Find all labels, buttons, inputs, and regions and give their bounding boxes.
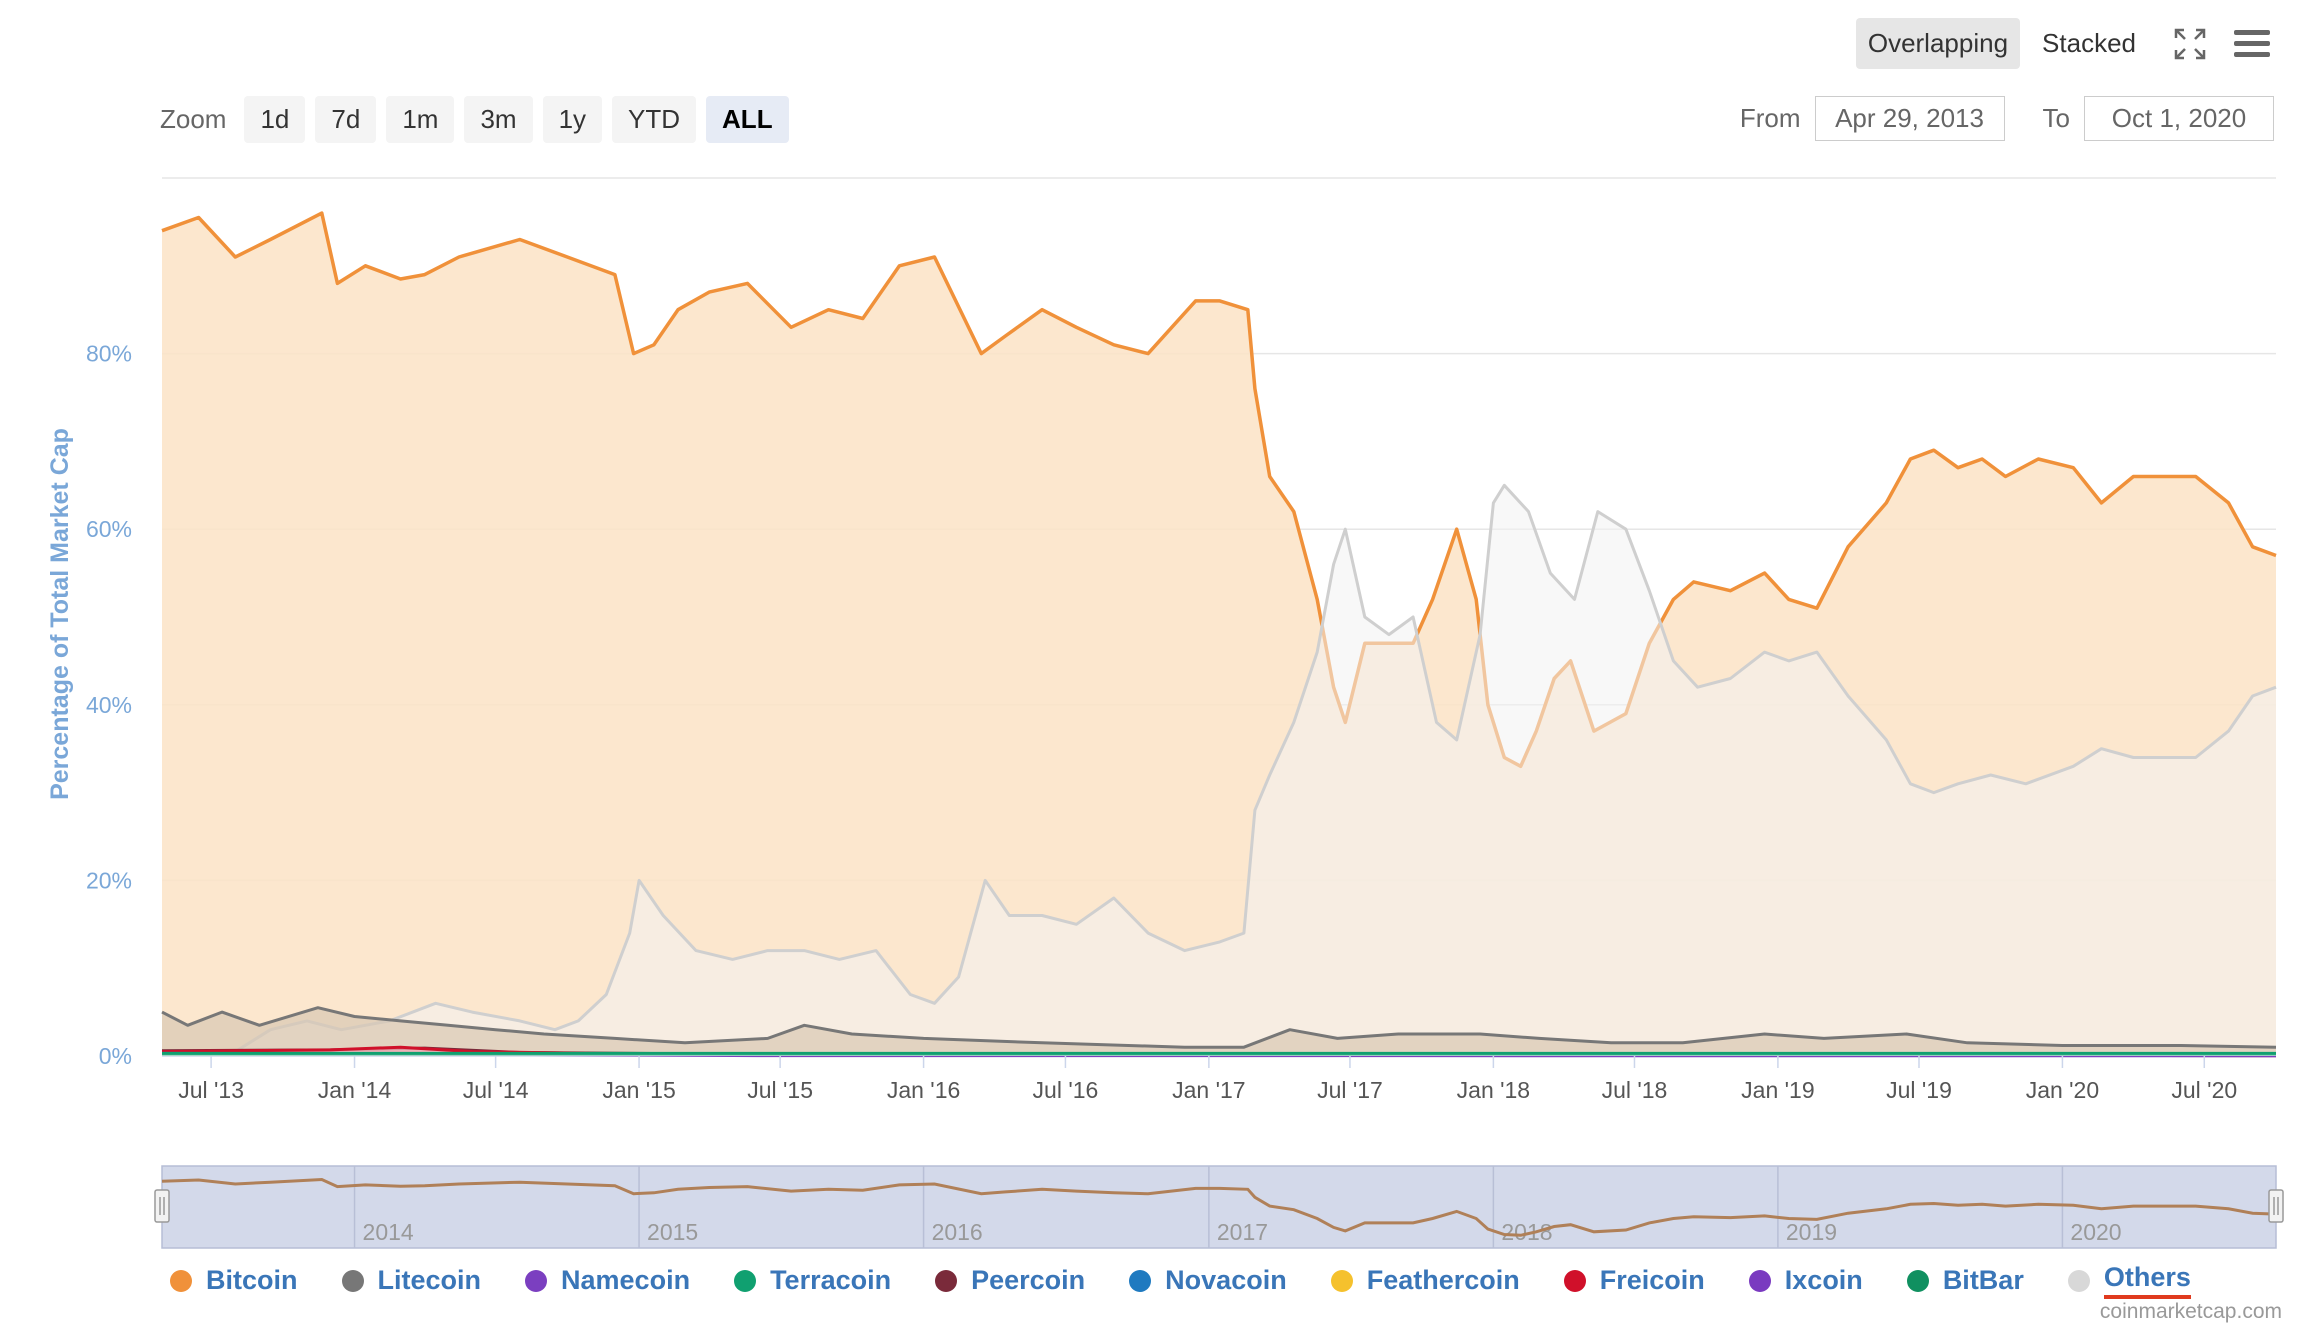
legend-label: Litecoin <box>377 1265 482 1295</box>
legend-dot-icon <box>1748 1269 1771 1292</box>
legend-item-terracoin[interactable]: Terracoin <box>734 1265 891 1296</box>
zoom-label: Zoom <box>160 104 227 134</box>
zoom-ytd-button[interactable]: YTD <box>612 96 697 143</box>
legend-item-litecoin[interactable]: Litecoin <box>341 1265 482 1296</box>
navigator-handle-right[interactable] <box>2268 1189 2284 1223</box>
x-tick-label: Jan '17 <box>1172 1077 1245 1103</box>
zoom-selector: Zoom 1d 7d 1m 3m 1y YTD ALL <box>160 96 789 143</box>
navigator-handle-left[interactable] <box>154 1189 170 1223</box>
navigator-series-line <box>161 1177 2277 1237</box>
legend-item-freicoin[interactable]: Freicoin <box>1563 1265 1705 1296</box>
x-tick-label: Jan '20 <box>2026 1077 2099 1103</box>
hamburger-menu-icon[interactable] <box>2232 24 2272 64</box>
from-label: From <box>1739 103 1801 133</box>
date-range-selector: From To <box>1740 96 2274 141</box>
y-tick-label: 0% <box>99 1043 132 1069</box>
zoom-1m-button[interactable]: 1m <box>386 96 455 143</box>
legend-label: Peercoin <box>971 1265 1086 1295</box>
x-tick-label: Jan '16 <box>887 1077 960 1103</box>
navigator-window[interactable] <box>161 1165 2277 1249</box>
overlapping-button[interactable]: Overlapping <box>1855 18 2021 69</box>
legend-dot-icon <box>1906 1269 1929 1292</box>
navigator-year-label: 2017 <box>1217 1219 1268 1245</box>
legend-item-bitcoin[interactable]: Bitcoin <box>170 1265 298 1296</box>
litecoin-line[interactable] <box>161 1006 2277 1049</box>
navigator-year-label: 2015 <box>647 1219 698 1245</box>
zoom-1y-button[interactable]: 1y <box>542 96 603 143</box>
legend: Bitcoin Litecoin Namecoin Terracoin Peercoin… <box>170 1262 2191 1299</box>
zoom-7d-button[interactable]: 7d <box>315 96 377 143</box>
navigator-year-label: 2016 <box>932 1219 983 1245</box>
legend-label: Freicoin <box>1599 1265 1705 1295</box>
legend-label: Novacoin <box>1165 1265 1287 1295</box>
y-axis-title: Percentage of Total Market Cap <box>46 428 74 800</box>
x-axis: Jul '13 Jan '14 Jul '14 Jan '15 Jul '15 Jan '… <box>178 1056 2237 1103</box>
y-tick-label: 80% <box>86 341 132 367</box>
legend-item-ixcoin[interactable]: Ixcoin <box>1748 1265 1863 1296</box>
legend-dot-icon <box>341 1269 364 1292</box>
x-tick-label: Jan '19 <box>1741 1077 1814 1103</box>
legend-dot-icon <box>1330 1269 1353 1292</box>
to-date-input[interactable] <box>2084 96 2274 141</box>
legend-label: Feathercoin <box>1366 1265 1520 1295</box>
y-tick-label: 60% <box>86 516 132 542</box>
legend-label: Others <box>2103 1262 2191 1299</box>
x-tick-label: Jan '15 <box>602 1077 675 1103</box>
legend-dot-icon <box>935 1269 958 1292</box>
legend-item-others[interactable]: Others <box>2067 1262 2191 1299</box>
x-tick-label: Jul '17 <box>1317 1077 1383 1103</box>
x-tick-label: Jul '14 <box>463 1077 529 1103</box>
y-tick-label: 20% <box>86 867 132 893</box>
to-label: To <box>2042 103 2070 133</box>
x-tick-label: Jan '14 <box>318 1077 392 1103</box>
zoom-all-button[interactable]: ALL <box>706 96 789 143</box>
zoom-3m-button[interactable]: 3m <box>464 96 533 143</box>
x-tick-label: Jul '13 <box>178 1077 244 1103</box>
x-tick-label: Jul '19 <box>1886 1077 1952 1103</box>
legend-label: Terracoin <box>770 1265 892 1295</box>
legend-dot-icon <box>170 1269 192 1292</box>
x-tick-label: Jul '20 <box>2171 1077 2237 1103</box>
y-tick-label: 40% <box>86 692 132 718</box>
zoom-1d-button[interactable]: 1d <box>244 96 306 143</box>
others-area <box>162 485 2276 1056</box>
stacked-button[interactable]: Stacked <box>2042 28 2136 58</box>
legend-dot-icon <box>2067 1269 2090 1292</box>
legend-dot-icon <box>1563 1269 1586 1292</box>
legend-dot-icon <box>1129 1269 1152 1292</box>
market-cap-chart: 0% 20% 40% 60% 80% Jul '13 Jan '14 Jul '14 Jan … <box>46 177 2284 1249</box>
series-areas <box>161 211 2277 1058</box>
others-line[interactable] <box>162 483 2277 1054</box>
navigator[interactable]: 2014 2015 2016 2017 2018 2019 2020 <box>154 1165 2284 1249</box>
chart-toolbar: Overlapping Stacked <box>1855 18 2272 69</box>
navigator-year-label: 2020 <box>2070 1219 2121 1245</box>
legend-dot-icon <box>525 1269 548 1292</box>
legend-item-namecoin[interactable]: Namecoin <box>525 1265 690 1296</box>
legend-label: Bitcoin <box>206 1265 298 1295</box>
navigator-year-label: 2014 <box>363 1219 414 1245</box>
y-axis: 0% 20% 40% 60% 80% <box>86 341 132 1069</box>
x-tick-label: Jul '18 <box>1602 1077 1668 1103</box>
navigator-year-label: 2018 <box>1501 1219 1552 1245</box>
x-tick-label: Jul '16 <box>1033 1077 1099 1103</box>
navigator-year-label: 2019 <box>1786 1219 1837 1245</box>
legend-dot-icon <box>734 1269 757 1292</box>
from-date-input[interactable] <box>1814 96 2005 141</box>
legend-item-peercoin[interactable]: Peercoin <box>935 1265 1085 1296</box>
legend-label: Namecoin <box>561 1265 691 1295</box>
x-tick-label: Jul '15 <box>747 1077 813 1103</box>
legend-item-novacoin[interactable]: Novacoin <box>1129 1265 1287 1296</box>
credits-link[interactable]: coinmarketcap.com <box>2099 1300 2282 1323</box>
x-tick-label: Jan '18 <box>1457 1077 1530 1103</box>
legend-item-bitbar[interactable]: BitBar <box>1906 1265 2024 1296</box>
fullscreen-icon[interactable] <box>2170 24 2210 64</box>
legend-label: BitBar <box>1942 1265 2024 1295</box>
legend-label: Ixcoin <box>1784 1265 1863 1295</box>
legend-item-feathercoin[interactable]: Feathercoin <box>1330 1265 1520 1296</box>
